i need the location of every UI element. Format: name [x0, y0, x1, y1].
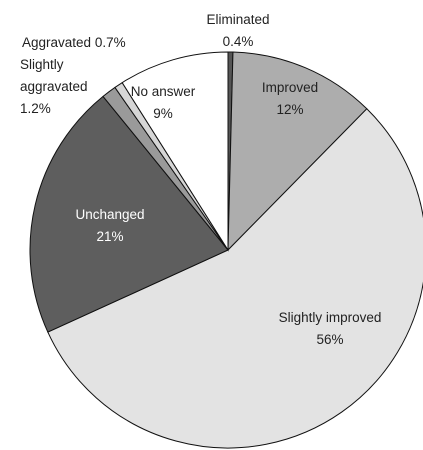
slice-label: Slightly improved 56%	[270, 307, 390, 351]
category-label: Improved	[261, 80, 319, 95]
category-label: Eliminated	[206, 12, 270, 27]
value-label: 56%	[316, 332, 344, 347]
value-label: 0.4%	[222, 34, 254, 49]
category-label: Unchanged	[75, 207, 145, 222]
slice-label: Aggravated 0.7%	[22, 32, 152, 54]
slice-label: Improved 12%	[245, 77, 335, 121]
slice-label: Unchanged 21%	[55, 204, 165, 248]
value-label: 21%	[96, 229, 124, 244]
slice-label: Eliminated 0.4%	[188, 9, 288, 53]
value-label: 0.7%	[94, 35, 126, 50]
slice-label: No answer 9%	[118, 81, 208, 125]
pie-slice	[47, 108, 423, 449]
value-label: 12%	[276, 102, 304, 117]
value-label: 9%	[153, 106, 173, 121]
category-label: Slightly improved	[278, 310, 382, 325]
slice-label: Slightly aggravated 1.2%	[20, 54, 102, 120]
category-label: Aggravated	[22, 35, 92, 50]
category-label: Slightly aggravated	[20, 57, 88, 94]
pie-slice	[29, 95, 229, 333]
pie-slice	[121, 51, 229, 252]
pie-slice	[227, 51, 368, 252]
category-label: No answer	[130, 84, 196, 99]
value-label: 1.2%	[20, 101, 51, 116]
